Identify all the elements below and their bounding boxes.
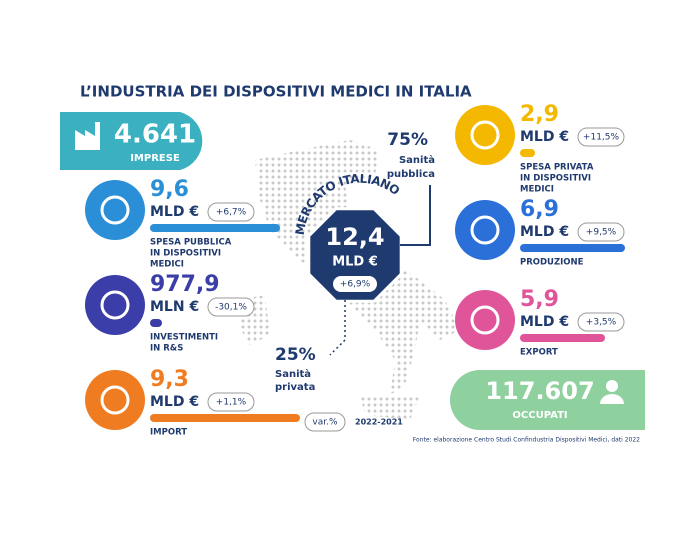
item-bar	[520, 149, 535, 157]
item-label: IN DISPOSITIVI	[150, 249, 221, 259]
private-label: Sanità	[275, 368, 311, 380]
item-change-pill	[207, 202, 255, 222]
occupati-label: OCCUPATI	[512, 410, 567, 421]
item-bar	[520, 334, 605, 342]
islands-map	[238, 295, 420, 420]
item-value: 6,9	[520, 197, 559, 222]
item-bar	[150, 414, 300, 422]
item-change: +6,7%	[216, 208, 247, 218]
item-icon	[85, 370, 145, 430]
item-icon-glyph	[470, 305, 500, 335]
item-change: +1,1%	[216, 398, 247, 408]
item-bar	[150, 224, 280, 232]
legend-period: 2022-2021	[355, 418, 403, 427]
imprese-label: IMPRESE	[130, 153, 180, 164]
item-icon	[455, 200, 515, 260]
item-change-pill	[577, 127, 625, 147]
market-change-pill	[333, 276, 377, 292]
item-bar	[150, 319, 162, 327]
item-icon	[85, 275, 145, 335]
public-label: pubblica	[387, 169, 435, 180]
item-label: INVESTIMENTI	[150, 333, 218, 343]
item-unit: MLD €	[520, 129, 569, 145]
person-icon	[600, 394, 624, 404]
connector	[329, 300, 346, 356]
item-value: 5,9	[520, 287, 559, 312]
private-share: 25%	[275, 345, 316, 365]
item-label: EXPORT	[520, 348, 558, 358]
source: Fonte: elaborazione Centro Studi Confind…	[413, 437, 640, 444]
item-value: 977,9	[150, 272, 220, 297]
item-change: +9,5%	[586, 228, 617, 238]
item-value: 9,3	[150, 367, 189, 392]
private-label: privata	[275, 382, 315, 393]
item-label: SPESA PRIVATA	[520, 163, 594, 173]
item-label: MEDICI	[150, 260, 184, 270]
item-icon-glyph	[100, 195, 130, 225]
title: L’INDUSTRIA DEI DISPOSITIVI MEDICI IN IT…	[80, 83, 472, 101]
item-label: SPESA PUBBLICA	[150, 238, 232, 248]
item-unit: MLN €	[150, 299, 199, 315]
legend-var: var.%	[312, 418, 338, 428]
item-icon-glyph	[470, 120, 500, 150]
public-label: Sanità	[399, 154, 435, 166]
market-change: +6,9%	[340, 280, 371, 290]
public-share: 75%	[387, 130, 428, 150]
item-value: 2,9	[520, 102, 559, 127]
item-icon-glyph	[470, 215, 500, 245]
item-unit: MLD €	[520, 224, 569, 240]
item-icon	[85, 180, 145, 240]
item-change-pill	[577, 222, 625, 242]
legend-pill	[304, 412, 346, 432]
item-label: IN DISPOSITIVI	[520, 174, 591, 184]
item-change: +3,5%	[586, 318, 617, 328]
occupati-value: 117.607	[485, 377, 594, 405]
item-unit: MLD €	[150, 204, 199, 220]
item-bar	[520, 244, 625, 252]
item-change: +11,5%	[583, 133, 620, 143]
item-value: 9,6	[150, 177, 189, 202]
item-icon	[455, 105, 515, 165]
person-icon	[606, 380, 618, 392]
item-label: IN R&S	[150, 344, 183, 354]
item-icon	[455, 290, 515, 350]
market-unit: MLD €	[332, 255, 378, 270]
market-value: 12,4	[325, 223, 384, 251]
imprese-value: 4.641	[114, 120, 196, 150]
item-unit: MLD €	[520, 314, 569, 330]
item-change-pill	[577, 312, 625, 332]
item-unit: MLD €	[150, 394, 199, 410]
occupati-pill	[450, 370, 645, 430]
item-label: PRODUZIONE	[520, 258, 584, 268]
item-icon-glyph	[100, 385, 130, 415]
connector	[400, 185, 431, 246]
item-label: IMPORT	[150, 428, 187, 438]
factory-icon	[75, 122, 100, 150]
item-icon-glyph	[100, 290, 130, 320]
market-octagon	[307, 207, 403, 303]
item-change-pill	[207, 297, 255, 317]
item-change: -30,1%	[215, 303, 247, 313]
item-label: MEDICI	[520, 185, 554, 195]
item-change-pill	[207, 392, 255, 412]
